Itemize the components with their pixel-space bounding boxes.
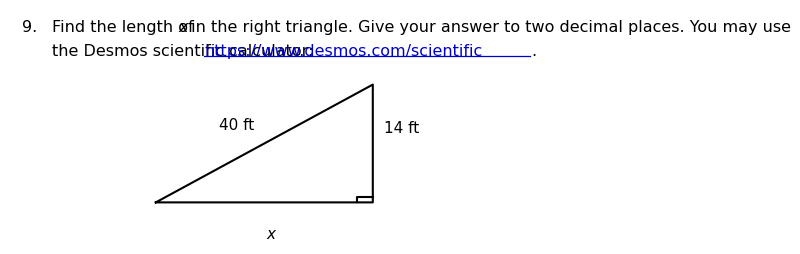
Text: .: .: [531, 44, 536, 59]
Text: Find the length of: Find the length of: [52, 20, 198, 35]
Text: 14 ft: 14 ft: [384, 121, 419, 136]
Text: x: x: [266, 226, 275, 241]
Text: 40 ft: 40 ft: [218, 117, 254, 132]
Text: https://www.desmos.com/scientific: https://www.desmos.com/scientific: [204, 44, 482, 59]
Text: the Desmos scientific calculator:: the Desmos scientific calculator:: [52, 44, 318, 59]
Text: in the right triangle. Give your answer to two decimal places. You may use: in the right triangle. Give your answer …: [186, 20, 791, 35]
Text: 9.: 9.: [22, 20, 38, 35]
Text: x: x: [178, 20, 187, 35]
